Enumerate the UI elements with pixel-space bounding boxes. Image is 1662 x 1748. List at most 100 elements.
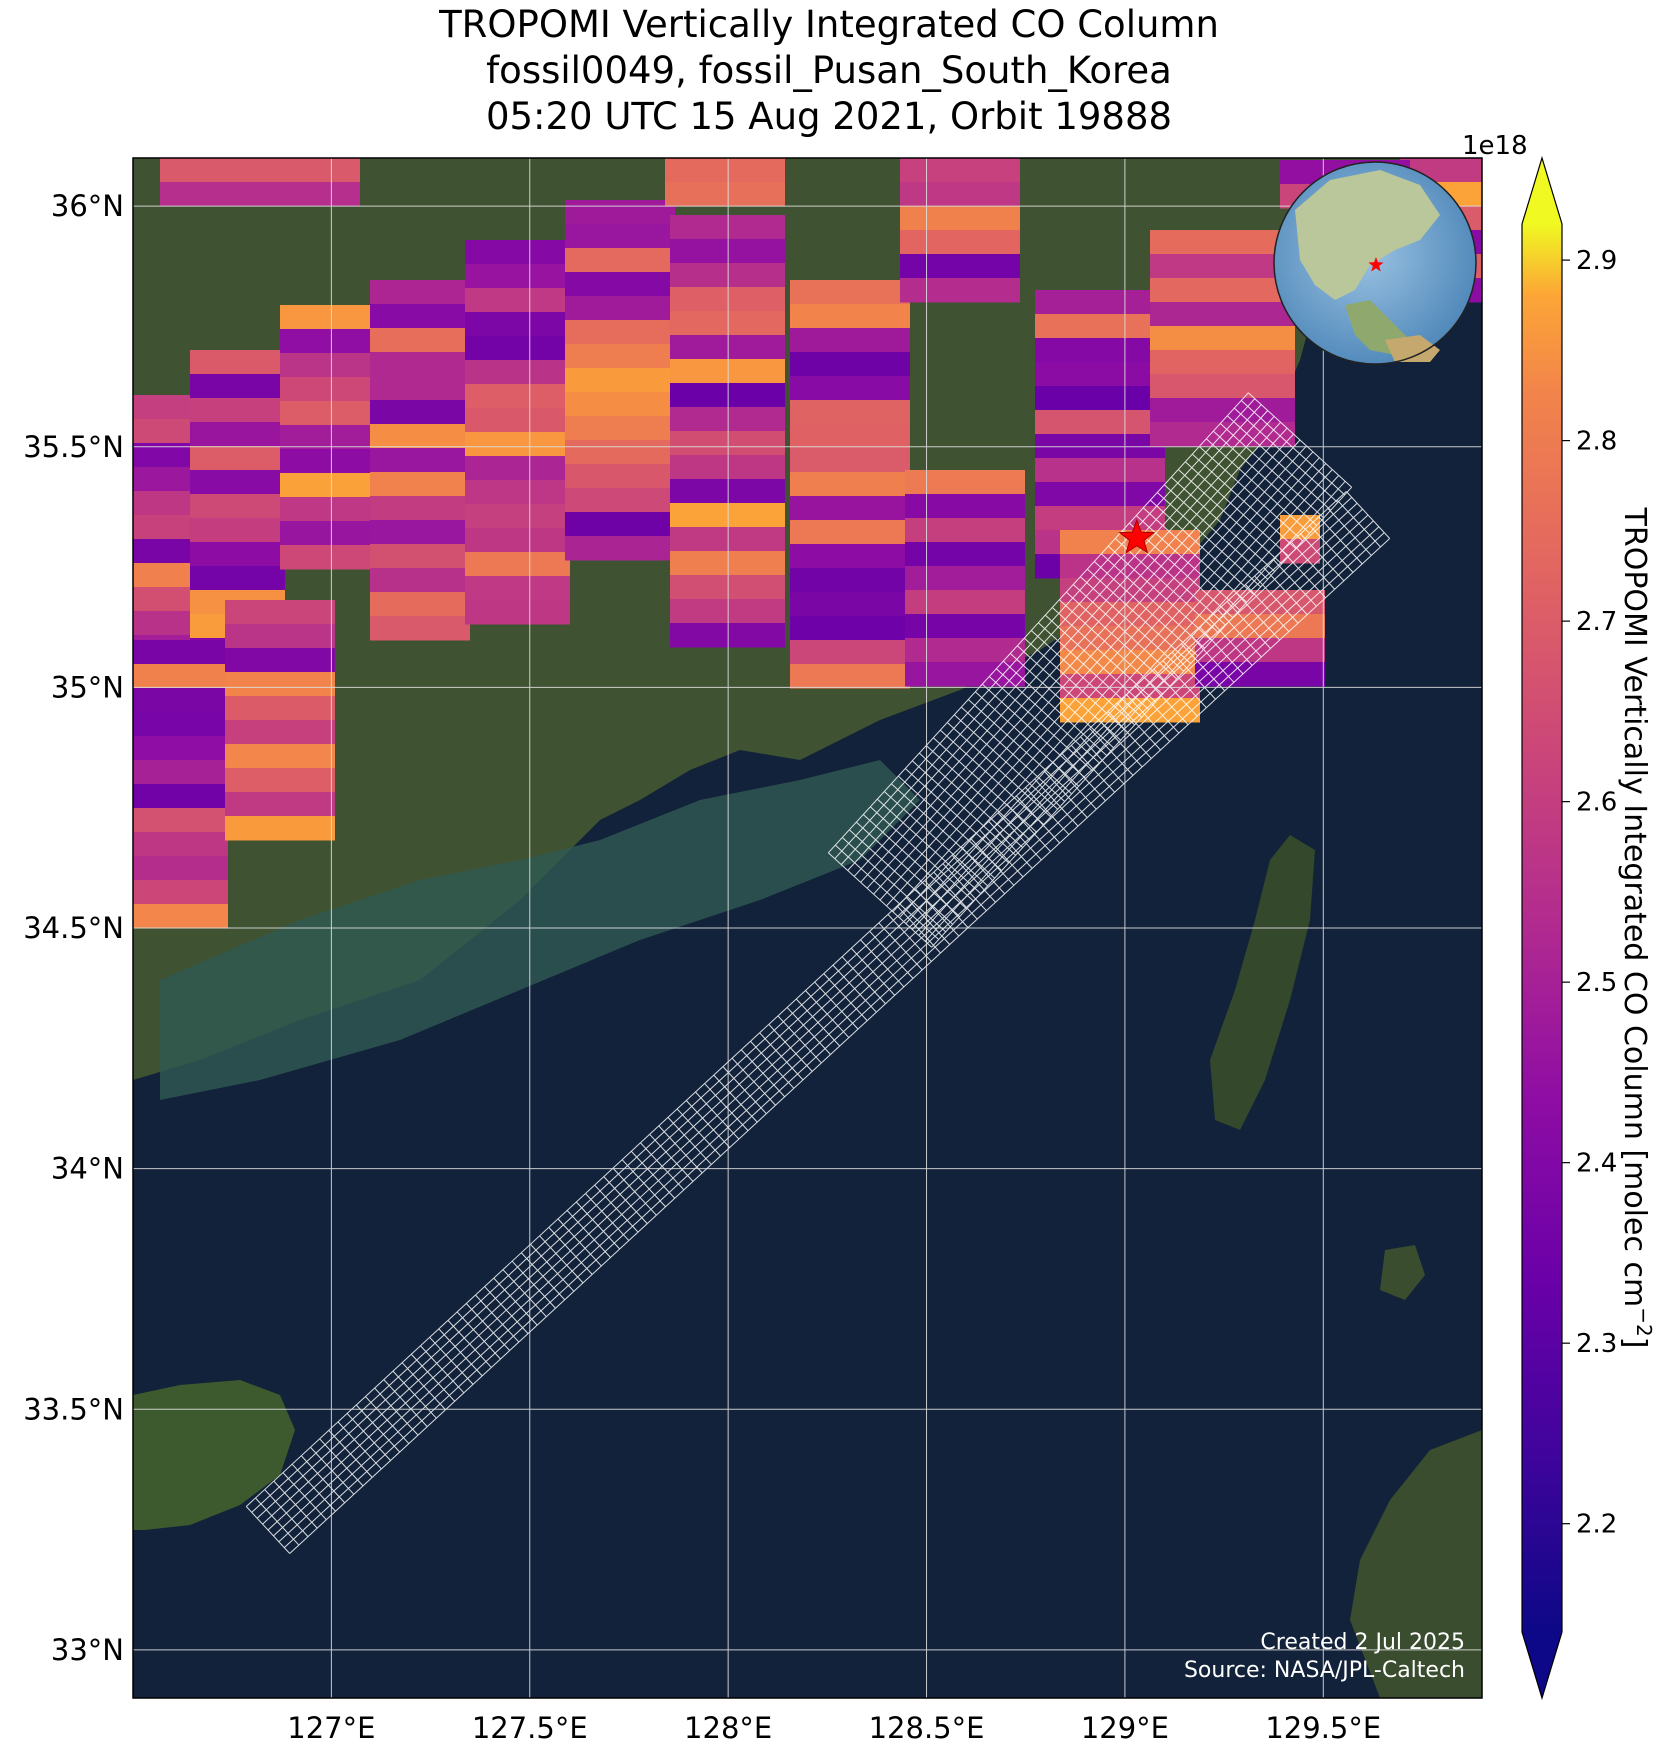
co-pixel [133,640,228,665]
tsushima-island [1210,835,1315,1130]
co-pixel [1150,326,1295,351]
co-pixel [565,416,675,441]
co-pixel [670,455,785,480]
co-pixel [190,518,285,543]
co-pixel [905,494,1025,519]
co-pixel [370,352,470,377]
co-pixel [670,527,785,552]
co-pixel [900,230,1020,255]
co-pixel [790,352,910,377]
co-pixel [670,311,785,336]
co-pixel [1035,314,1165,339]
co-pixel [670,239,785,264]
co-pixel [1035,410,1165,435]
swath-along-line [827,392,1249,854]
swath-along-line [911,469,1333,930]
co-pixel [280,473,370,498]
lon-tick-label: 129°E [1081,1711,1169,1745]
colorbar-tick-label: 2.6 [1576,788,1617,818]
co-pixel [1150,278,1295,303]
co-pixel [1150,230,1295,255]
co-pixel [280,353,370,378]
co-pixel [790,304,910,329]
swath-along-line [847,410,1269,871]
co-pixel [280,425,370,450]
co-pixel [133,904,228,929]
swath-along-line [918,475,1340,936]
co-pixel [370,424,470,449]
map-panel: Created 2 Jul 2025 Source: NASA/JPL-Calt… [132,157,1483,1699]
swath-along-line [267,514,1369,1531]
swath-outline-grid [245,392,1391,1554]
swath-along-line [853,416,1275,877]
co-pixel [1035,338,1165,363]
swath-along-line [886,445,1307,907]
co-pixel [1035,482,1165,507]
co-pixel [225,600,335,625]
swath-along-line [931,486,1353,948]
swath-along-line [860,421,1281,883]
co-pixel [190,470,285,495]
co-pixel [465,360,570,385]
title-line-2: fossil0049, fossil_Pusan_South_Korea [486,49,1172,92]
co-pixel [280,305,370,330]
co-pixel [900,206,1020,231]
co-pixel [370,472,470,497]
co-pixel [133,880,228,905]
lon-tick-label: 127.5°E [472,1711,588,1745]
coastal-water [160,760,920,1100]
co-pixel [465,288,570,313]
colorbar-tick-label: 2.7 [1576,607,1617,637]
swath-along-line [866,427,1288,889]
co-pixel [900,254,1020,279]
co-pixel [133,688,228,713]
co-pixel [790,568,910,593]
co-pixel [670,215,785,240]
co-pixel [670,479,785,504]
co-pixel [1060,578,1200,603]
co-pixel [370,448,470,473]
swath-along-line [278,526,1380,1543]
co-pixel [190,374,285,399]
co-pixel [190,422,285,447]
colorbar: 2.9 2.8 2.7 2.6 2.5 2.4 2.3 2.2 1e18 TROPOMI Ve… [1462,131,1656,1701]
colorbar-tick-label: 2.2 [1576,1510,1617,1540]
co-pixel [465,528,570,553]
co-pixel [133,856,228,881]
co-pixel [225,648,335,673]
co-pixel [370,496,470,521]
colorbar-extend-top [1522,158,1562,224]
co-column-pixels [133,158,1482,929]
co-pixel [465,600,570,625]
co-pixel [133,712,228,737]
co-pixel [280,449,370,474]
lat-tick-label: 36°N [51,189,124,223]
co-pixel [1035,386,1165,411]
colorbar-tick-label: 2.4 [1576,1149,1617,1179]
colorbar-tick-label: 2.8 [1576,427,1617,457]
co-pixel [1150,350,1295,375]
co-pixel [665,158,785,183]
co-pixel [1150,398,1295,423]
co-pixel [565,512,675,537]
swath-along-line [892,451,1314,913]
co-pixel [565,536,675,561]
co-pixel [905,542,1025,567]
globe-target-marker [1368,257,1384,272]
swath-along-line [905,463,1327,924]
co-pixel [1150,254,1295,279]
co-pixel [370,376,470,401]
graticule [133,158,1482,1698]
co-pixel [225,816,335,841]
co-pixel [370,520,470,545]
co-pixel [670,599,785,624]
lon-tick-label: 129.5°E [1265,1711,1381,1745]
co-pixel [465,264,570,289]
co-pixel [670,623,785,648]
co-pixel [225,768,335,793]
co-pixel [670,383,785,408]
latitude-tick-labels: 36°N 35.5°N 35°N 34.5°N 34°N 33.5°N 33°N [23,189,124,1667]
co-pixel [225,720,335,745]
co-pixel [905,662,1025,687]
co-pixel [565,200,675,225]
